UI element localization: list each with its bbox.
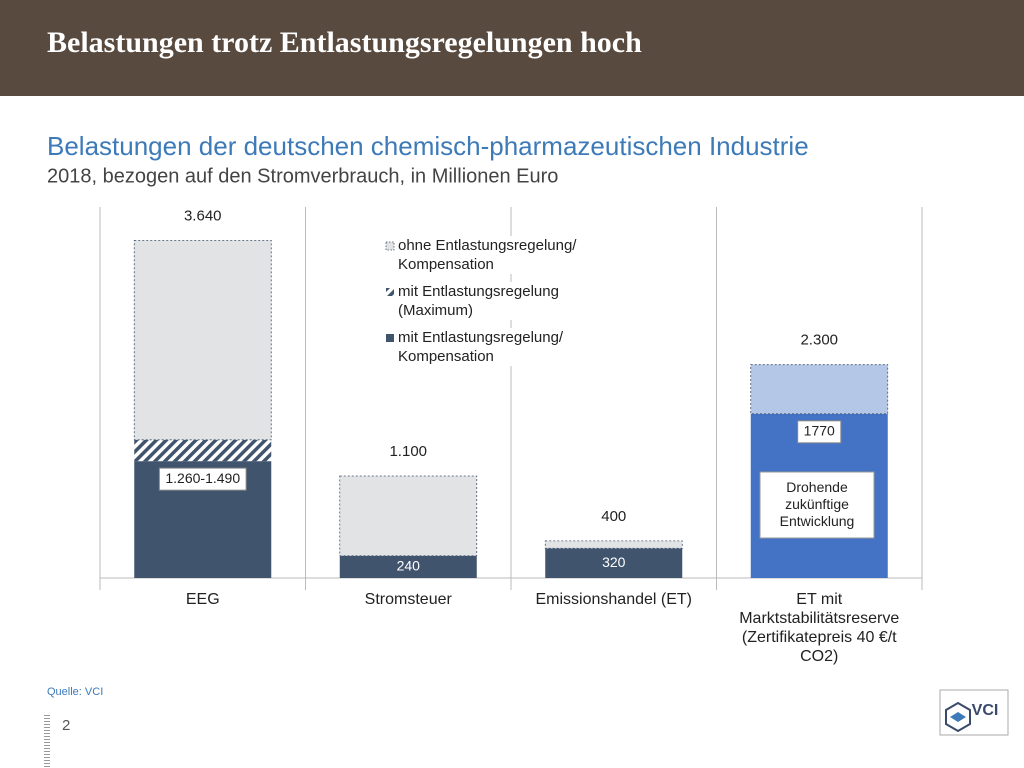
header-title: Belastungen trotz Entlastungsregelungen … (47, 26, 642, 59)
value-label: 1770 (804, 423, 835, 439)
annotation-box (759, 471, 875, 539)
bar-segment (133, 239, 272, 441)
total-label: 1.100 (389, 443, 427, 460)
chart-title: Belastungen der deutschen chemisch-pharm… (47, 131, 809, 161)
legend-label: mit Entlastungsregelung (Maximum) (398, 282, 613, 320)
legend-label: ohne Entlastungsregelung/ Kompensation (398, 236, 613, 274)
x-tick-label: ET mit Marktstabilitätsreserve (Zertifik… (739, 591, 900, 665)
header-bar (0, 0, 1024, 96)
bar-segment (339, 475, 478, 557)
logo: VCI (939, 689, 1009, 736)
source: Quelle: VCI (47, 686, 103, 698)
legend-swatch (385, 241, 395, 251)
value-label: 320 (602, 554, 626, 570)
page-number: 2 (62, 717, 70, 734)
x-tick-label: EEG (185, 591, 220, 608)
value-label: 1.260-1.490 (165, 470, 240, 486)
bar-segment (544, 540, 683, 549)
legend-swatch (386, 334, 394, 342)
x-tick-label: Emissionshandel (ET) (535, 591, 693, 608)
logo-text: VCI (972, 702, 999, 719)
value-label-box (797, 420, 842, 444)
value-label: 240 (397, 558, 421, 574)
x-tick-label: Stromsteuer (364, 591, 452, 608)
annotation: Drohende zukünftige Entwicklung (779, 479, 855, 529)
total-label: 3.640 (184, 207, 222, 224)
legend-swatch (386, 288, 394, 296)
chart-subtitle: 2018, bezogen auf den Stromverbrauch, in… (47, 165, 558, 187)
bar-segment (134, 439, 272, 462)
total-label: 400 (601, 508, 626, 525)
value-label-box (158, 467, 247, 491)
legend-label: mit Entlastungsregelung/ Kompensation (398, 328, 613, 366)
total-label: 2.300 (800, 332, 838, 349)
bar-segment (339, 555, 477, 578)
bar-segment (545, 548, 683, 578)
bar-segment (750, 364, 889, 415)
